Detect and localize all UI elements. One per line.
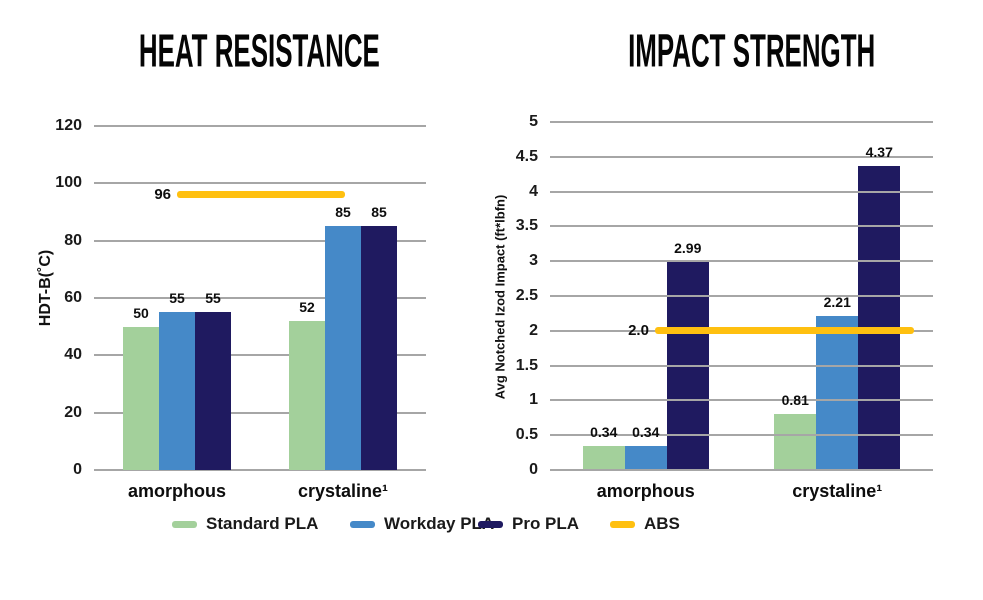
gridline: [94, 354, 426, 357]
impact-strength-plot-area: 5 4.5 4 3.5 3 2.5 2 1.5 1 0.5 0 0.34 0.34 2.99 amorpho…: [516, 113, 933, 501]
bar-value-label: 55: [169, 290, 185, 307]
workday-pla-legend-swatch: [350, 520, 375, 528]
legend-item-pro-pla: Pro PLA: [478, 514, 579, 534]
legend-item-workday-pla: Workday PLA: [350, 514, 494, 534]
gridline: [94, 239, 426, 242]
impact-strength-title: IMPACT STRENGTH: [502, 27, 983, 73]
gridline: [550, 225, 933, 228]
heat-resistance-title: HEAT RESISTANCE: [9, 27, 509, 73]
y-tick-label: 3.5: [515, 217, 538, 235]
gridline: [94, 469, 426, 471]
gridline: [550, 121, 933, 123]
abs-reference-line: [654, 327, 914, 335]
heat-resistance-plot-area: 120 100 80 60 40 20 0 50 55 55 amorphous 52 85 85 crys…: [55, 117, 426, 501]
bar-standard-pla: [123, 326, 159, 470]
y-tick-label: 1: [529, 391, 538, 409]
y-tick-label: 0: [73, 461, 82, 478]
bar-workday-pla: [325, 226, 361, 470]
pro-pla-legend-swatch: [478, 520, 503, 528]
bar-value-label: 52: [299, 298, 315, 315]
heat-resistance-title-text: HEAT RESISTANCE: [138, 24, 380, 77]
gridline: [550, 469, 933, 471]
y-tick-label: 2: [529, 321, 538, 339]
legend-label: ABS: [644, 514, 680, 533]
y-tick-label: 60: [64, 289, 82, 306]
y-tick-label: 100: [55, 174, 82, 192]
bar-value-label: 85: [335, 204, 351, 221]
y-tick-label: 4.5: [515, 147, 538, 165]
category-label: crystaline¹: [792, 481, 883, 501]
y-tick-label: 120: [55, 117, 82, 134]
bar-pro-pla: [195, 312, 231, 470]
legend-label: Workday PLA: [384, 514, 495, 533]
gridline: [550, 190, 933, 193]
y-tick-label: 4: [529, 182, 538, 200]
abs-reference-line: [177, 191, 345, 199]
abs-legend-swatch: [610, 520, 635, 528]
impact-strength-title-text: IMPACT STRENGTH: [628, 24, 876, 77]
y-tick-label: 3: [529, 252, 538, 270]
bar-value-label: 4.37: [865, 143, 893, 160]
bar-workday-pla: [816, 316, 859, 470]
gridline: [550, 155, 933, 158]
standard-pla-legend-swatch: [172, 520, 197, 528]
gridline: [94, 411, 426, 414]
bar-standard-pla: [774, 413, 817, 470]
y-tick-label: 40: [64, 346, 82, 364]
gridline: [550, 399, 933, 402]
y-tick-label: 5: [529, 113, 538, 130]
abs-reference-line-label: 2.0: [628, 321, 649, 339]
category-label: amorphous: [596, 481, 695, 501]
bar-pro-pla: [858, 165, 901, 470]
category-label: amorphous: [127, 481, 226, 501]
bar-standard-pla: [289, 320, 325, 470]
abs-reference-line-label: 96: [154, 185, 171, 203]
bar-value-label: 0.34: [632, 424, 660, 441]
bar-standard-pla: [582, 446, 625, 470]
gridline: [94, 182, 426, 185]
y-tick-label: 2.5: [515, 287, 538, 304]
gridline: [94, 297, 426, 299]
y-tick-label: 0.5: [515, 426, 538, 444]
gridline: [550, 260, 933, 263]
gridline: [550, 295, 933, 297]
y-tick-label: 80: [64, 231, 82, 249]
legend-label: Pro PLA: [512, 514, 580, 533]
bar-value-label: 55: [205, 290, 221, 307]
bar-value-label: 2.21: [823, 294, 851, 311]
bar-value-label: 50: [133, 304, 149, 321]
bar-value-label: 0.81: [781, 391, 809, 408]
y-tick-label: 20: [64, 403, 82, 421]
gridline: [94, 125, 426, 127]
y-tick-label: 1.5: [515, 356, 538, 374]
legend-item-standard-pla: Standard PLA: [172, 514, 318, 534]
bar-value-label: 85: [371, 204, 387, 221]
bar-value-label: 0.34: [590, 424, 618, 441]
gridline: [550, 364, 933, 367]
category-label: crystaline¹: [297, 481, 389, 501]
bar-workday-pla: [624, 446, 667, 470]
bar-pro-pla: [361, 226, 397, 470]
bar-workday-pla: [159, 312, 195, 470]
legend-item-abs: ABS: [610, 514, 680, 534]
legend-label: Standard PLA: [206, 514, 319, 533]
y-tick-label: 0: [529, 461, 538, 478]
gridline: [550, 434, 933, 437]
bar-value-label: 2.99: [674, 239, 702, 256]
